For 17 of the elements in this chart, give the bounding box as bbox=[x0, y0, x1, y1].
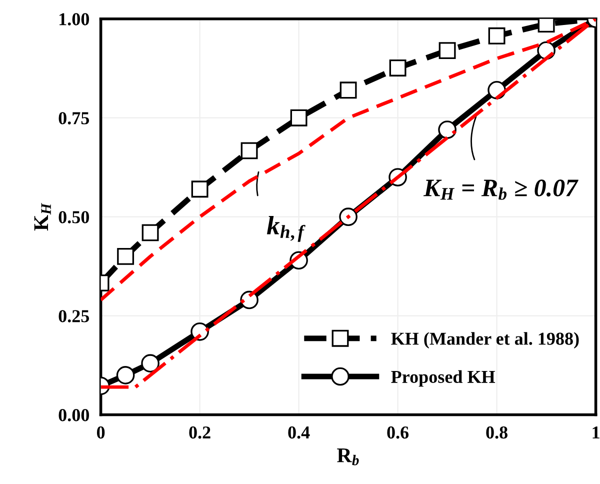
annotation: K$_{H}$ = R$_{b}$ ≥ 0.07 bbox=[423, 180, 578, 200]
y-tick-label: 0.50 bbox=[58, 211, 89, 224]
x-tick-label: 0 bbox=[96, 426, 105, 439]
x-tick-label: 0.6 bbox=[387, 426, 409, 439]
y-tick-label: 0.00 bbox=[58, 409, 89, 422]
x-axis-title: R$_{b}$ bbox=[337, 448, 359, 466]
x-tick-label: 0.2 bbox=[189, 426, 210, 439]
y-axis-title: K$_{H}$ bbox=[34, 202, 51, 231]
y-tick-label: 0.75 bbox=[58, 112, 90, 124]
y-tick-label: 0.25 bbox=[58, 310, 90, 322]
x-tick-label: 1 bbox=[592, 426, 600, 438]
x-tick-label: 0.4 bbox=[288, 426, 310, 439]
annotation: k$_{h,f}$ bbox=[266, 216, 306, 242]
legend-label: Proposed KH bbox=[391, 370, 496, 387]
legend-label: KH (Mander et al. 1988) bbox=[391, 332, 579, 349]
x-tick-label: 0.8 bbox=[486, 426, 508, 439]
y-tick-label: 1.00 bbox=[60, 13, 89, 26]
